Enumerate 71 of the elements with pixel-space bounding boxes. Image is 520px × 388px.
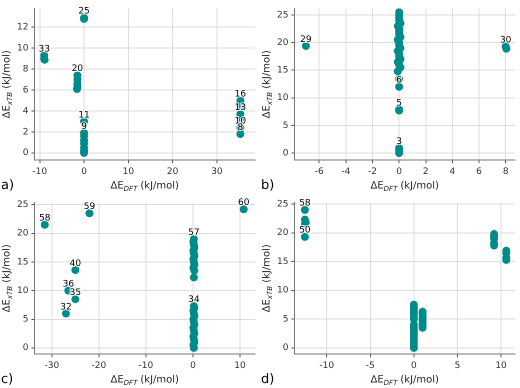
y-tick-label: 2: [22, 127, 28, 138]
x-tick-label: -10: [32, 166, 48, 177]
annotation: 16: [234, 89, 246, 100]
annotation: 35: [70, 288, 82, 298]
x-tick-label: 5: [454, 360, 460, 371]
x-tick-label: -2: [368, 166, 377, 177]
y-tick-label: 0: [22, 148, 29, 158]
x-tick-label: -5: [366, 360, 375, 371]
x-tick-label: -10: [319, 360, 334, 371]
y-tick-label: 4: [22, 106, 29, 116]
annotation: 11: [78, 110, 90, 120]
y-tick-label: 5: [282, 120, 288, 131]
annotation: 58: [299, 198, 311, 209]
annotation: 32: [60, 302, 72, 312]
y-tick-label: 25: [277, 199, 288, 210]
y-tick-label: 10: [277, 93, 289, 104]
y-tick-label: 25: [17, 200, 28, 210]
annotation: 34: [188, 294, 200, 305]
x-tick-label: 0: [396, 166, 402, 177]
text: c): [1, 372, 14, 387]
y-tick-label: 10: [277, 286, 289, 296]
x-tick-label: 10: [234, 360, 246, 371]
x-tick-label: 0: [411, 360, 418, 371]
y-tick-label: 10: [17, 286, 29, 296]
y-tick-label: 15: [17, 257, 28, 268]
x-tick-label: 2: [422, 166, 429, 177]
annotation: 57: [188, 228, 200, 238]
x-tick-label: 4: [450, 166, 456, 177]
x-tick-label: 0: [81, 166, 88, 177]
annotation: 29: [300, 34, 312, 45]
y-tick-label: 25: [277, 10, 288, 20]
y-tick-label: 0: [282, 343, 289, 354]
y-tick-label: 5: [282, 314, 288, 324]
annotation: 50: [299, 226, 311, 236]
y-tick-label: 20: [277, 228, 289, 238]
x-tick-label: -4: [341, 166, 351, 177]
annotation: 40: [70, 258, 82, 269]
x-tick-label: 30: [211, 166, 223, 177]
annotation: 59: [84, 202, 96, 212]
annotation: 36: [62, 279, 74, 290]
x-tick-label: -6: [314, 166, 324, 177]
y-tick-label: 5: [22, 314, 28, 325]
x-tick-label: 10: [122, 166, 134, 177]
annotation: 30: [500, 35, 512, 46]
y-tick-label: 8: [22, 64, 29, 74]
x-tick-label: -30: [44, 360, 60, 371]
y-tick-label: 15: [277, 256, 288, 267]
y-tick-label: 6: [22, 85, 29, 96]
y-tick-label: 0: [22, 343, 29, 354]
y-tick-label: 0: [282, 148, 289, 158]
text: d): [261, 372, 274, 387]
x-tick-label: -10: [138, 360, 154, 371]
y-tick-label: 15: [277, 66, 288, 76]
annotation: 13: [234, 102, 246, 113]
y-tick-label: 10: [17, 44, 29, 54]
y-tick-label: 12: [17, 22, 28, 33]
x-tick-label: 20: [166, 166, 179, 177]
x-tick-label: 8: [502, 166, 509, 177]
x-tick-label: -20: [92, 360, 106, 371]
x-tick-label: 0: [190, 360, 196, 371]
text: b): [261, 178, 274, 193]
y-tick-label: 20: [17, 228, 29, 239]
x-tick-label: 10: [495, 360, 508, 371]
annotation: 60: [238, 198, 250, 208]
y-tick-label: 20: [277, 38, 289, 48]
annotation: 25: [78, 6, 90, 17]
annotation: 33: [38, 44, 50, 54]
x-tick-label: 6: [476, 166, 482, 177]
annotation: 20: [72, 64, 84, 74]
text: a): [1, 178, 14, 193]
annotation: 58: [39, 214, 51, 224]
